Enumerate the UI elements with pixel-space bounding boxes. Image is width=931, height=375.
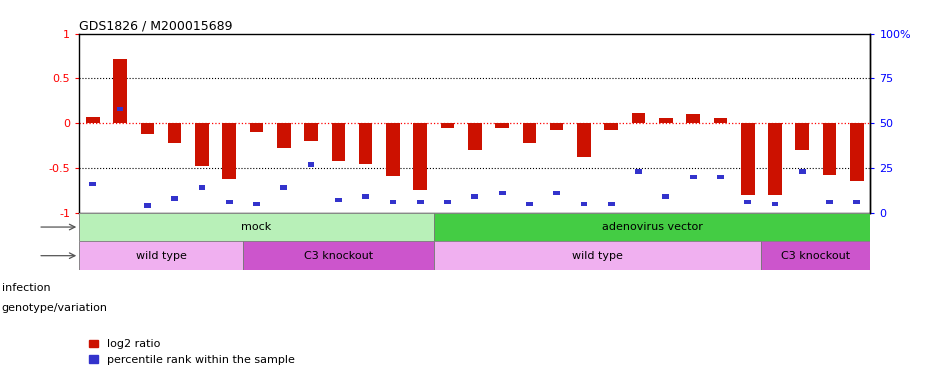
Bar (850, 123, 864, 182)
Bar (223, 123, 236, 179)
Bar (417, 200, 424, 204)
Bar (386, 123, 399, 176)
Bar (604, 123, 618, 130)
Bar (335, 198, 342, 202)
Bar (444, 200, 451, 204)
Bar (854, 200, 860, 204)
Bar (196, 123, 209, 166)
Bar (823, 123, 836, 175)
Bar (79, 242, 243, 270)
Bar (795, 123, 809, 150)
Bar (772, 201, 778, 206)
Bar (799, 170, 805, 174)
Bar (168, 123, 182, 143)
Bar (413, 123, 427, 190)
Bar (632, 112, 645, 123)
Bar (141, 123, 155, 134)
Bar (526, 201, 533, 206)
Bar (116, 106, 124, 111)
Bar (550, 123, 563, 129)
Bar (86, 117, 100, 123)
Bar (358, 123, 372, 164)
Bar (741, 123, 754, 195)
Bar (468, 123, 481, 150)
Bar (768, 123, 782, 195)
Bar (495, 123, 509, 128)
Bar (304, 123, 317, 141)
Text: genotype/variation: genotype/variation (2, 303, 108, 313)
Text: C3 knockout: C3 knockout (304, 251, 373, 261)
Legend: log2 ratio, percentile rank within the sample: log2 ratio, percentile rank within the s… (85, 335, 299, 369)
Bar (389, 200, 397, 204)
Bar (331, 123, 345, 161)
Bar (79, 213, 434, 242)
Bar (686, 114, 700, 123)
Bar (144, 203, 151, 208)
Bar (362, 194, 369, 199)
Bar (553, 191, 560, 195)
Text: wild type: wild type (573, 251, 623, 261)
Bar (440, 123, 454, 128)
Bar (243, 242, 434, 270)
Text: C3 knockout: C3 knockout (781, 251, 851, 261)
Bar (635, 170, 642, 174)
Bar (663, 194, 669, 199)
Bar (499, 191, 506, 195)
Bar (762, 242, 870, 270)
Bar (250, 123, 263, 132)
Bar (577, 123, 591, 157)
Bar (171, 196, 178, 201)
Bar (277, 123, 290, 148)
Bar (717, 175, 723, 179)
Text: infection: infection (2, 283, 50, 293)
Bar (226, 200, 233, 204)
Bar (744, 200, 751, 204)
Text: wild type: wild type (136, 251, 186, 261)
Bar (826, 200, 833, 204)
Bar (522, 123, 536, 143)
Bar (280, 185, 287, 190)
Bar (659, 118, 672, 123)
Text: mock: mock (241, 222, 272, 232)
Bar (713, 118, 727, 123)
Bar (253, 201, 260, 206)
Bar (198, 185, 206, 190)
Bar (114, 59, 127, 123)
Bar (690, 175, 696, 179)
Bar (89, 182, 96, 186)
Text: GDS1826 / M200015689: GDS1826 / M200015689 (79, 20, 233, 33)
Bar (608, 201, 614, 206)
Bar (581, 201, 587, 206)
Bar (307, 162, 315, 166)
Bar (434, 242, 762, 270)
Text: adenovirus vector: adenovirus vector (601, 222, 703, 232)
Bar (471, 194, 479, 199)
Bar (434, 213, 870, 242)
